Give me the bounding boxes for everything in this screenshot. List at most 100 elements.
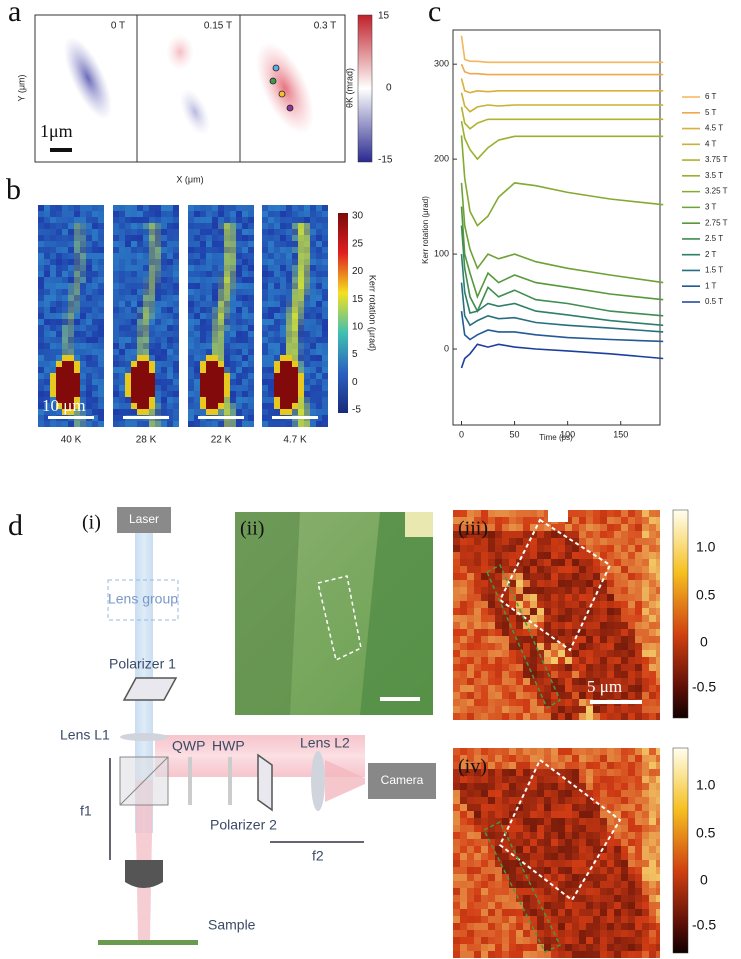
pixel — [628, 818, 635, 825]
pixel — [586, 930, 593, 937]
pixel — [628, 944, 635, 951]
pixel — [286, 277, 292, 283]
pixel — [322, 217, 328, 223]
pixel — [188, 325, 194, 331]
pixel — [292, 319, 298, 325]
pixel — [62, 385, 68, 391]
pixel — [635, 601, 642, 608]
pixel — [481, 559, 488, 566]
pixel — [656, 671, 660, 678]
pixel — [280, 211, 286, 217]
pixel — [628, 601, 635, 608]
pixel — [600, 657, 607, 664]
pixel — [600, 629, 607, 636]
pixel — [262, 277, 268, 283]
pixel — [551, 881, 558, 888]
pixel — [92, 247, 98, 253]
pixel — [607, 566, 614, 573]
pixel — [286, 217, 292, 223]
pixel — [614, 566, 621, 573]
pixel — [137, 259, 143, 265]
pixel — [628, 853, 635, 860]
pixel — [286, 289, 292, 295]
pixel — [642, 664, 649, 671]
pixel — [149, 379, 155, 385]
pixel — [488, 629, 495, 636]
pixel — [86, 343, 92, 349]
pixel — [280, 283, 286, 289]
pixel — [649, 846, 656, 853]
pixel — [495, 608, 502, 615]
pixel — [274, 331, 280, 337]
pixel — [621, 797, 628, 804]
pixel — [572, 888, 579, 895]
pixel — [310, 343, 316, 349]
pixel — [304, 217, 310, 223]
pixel — [558, 594, 565, 601]
pixel — [502, 538, 509, 545]
pixel — [544, 867, 551, 874]
pixel — [551, 762, 558, 769]
pixel — [242, 289, 248, 295]
pixel — [551, 636, 558, 643]
pixel — [593, 580, 600, 587]
region-outline — [486, 563, 561, 710]
pixel — [149, 217, 155, 223]
pixel — [194, 313, 200, 319]
pixel — [38, 415, 44, 421]
pixel — [230, 409, 236, 415]
pixel — [516, 825, 523, 832]
pixel — [262, 361, 268, 367]
pixel — [167, 277, 173, 283]
pixel — [656, 664, 660, 671]
pixel — [453, 902, 460, 909]
pixel — [74, 391, 80, 397]
pixel — [474, 608, 481, 615]
pixel — [614, 636, 621, 643]
pixel — [173, 385, 179, 391]
pixel — [113, 319, 119, 325]
pixel — [119, 349, 125, 355]
pixel — [131, 337, 137, 343]
pixel — [628, 538, 635, 545]
pixel — [131, 355, 137, 361]
pixel — [635, 517, 642, 524]
pixel — [280, 247, 286, 253]
pixel — [523, 615, 530, 622]
pixel — [656, 832, 660, 839]
pixel — [467, 811, 474, 818]
pixel — [586, 636, 593, 643]
pixel — [44, 283, 50, 289]
pixel — [488, 517, 495, 524]
pixel — [537, 909, 544, 916]
pixel — [537, 615, 544, 622]
pixel — [460, 881, 467, 888]
pixel — [74, 343, 80, 349]
pixel — [200, 385, 206, 391]
pixel — [242, 319, 248, 325]
pixel — [565, 643, 572, 650]
pixel — [516, 951, 523, 958]
pixel — [218, 277, 224, 283]
pixel — [607, 804, 614, 811]
pixel — [502, 839, 509, 846]
pixel — [621, 944, 628, 951]
pixel — [537, 860, 544, 867]
pixel — [467, 706, 474, 713]
panel-letter: d — [8, 509, 23, 542]
pixel — [453, 615, 460, 622]
pixel — [248, 259, 254, 265]
pixel — [292, 295, 298, 301]
pixel — [642, 678, 649, 685]
pixel — [628, 881, 635, 888]
pixel — [649, 517, 656, 524]
pixel — [579, 643, 586, 650]
pixel — [635, 860, 642, 867]
pixel — [586, 552, 593, 559]
pixel — [74, 241, 80, 247]
pixel — [137, 295, 143, 301]
pixel — [80, 403, 86, 409]
pixel — [642, 797, 649, 804]
pixel — [188, 277, 194, 283]
pixel — [155, 373, 161, 379]
